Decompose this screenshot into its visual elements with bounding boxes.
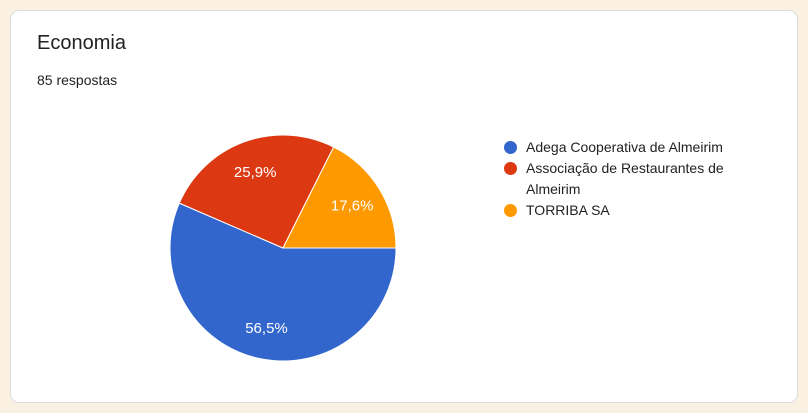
pie-slice-0[interactable]	[169, 202, 397, 362]
pie-slice-percentage-label-1: 25,9%	[234, 164, 277, 181]
chart-legend: Adega Cooperativa de Almeirim Associação …	[504, 137, 744, 221]
pie-slice-2[interactable]	[282, 146, 397, 249]
legend-label: TORRIBA SA	[526, 202, 610, 218]
question-title: Economia	[37, 32, 126, 54]
legend-color-dot	[504, 162, 517, 175]
legend-label: Adega Cooperativa de Almeirim	[526, 139, 723, 155]
legend-color-dot	[504, 204, 517, 217]
legend-color-dot	[504, 141, 517, 154]
pie-slice-percentage-label-0: 56,5%	[245, 320, 288, 337]
question-summary-card: Economia 85 respostas 56,5% 25,9% 17,6% Ad…	[10, 10, 798, 403]
pie-chart: 56,5% 25,9% 17,6%	[169, 134, 397, 362]
legend-item-1: Associação de Restaurantes de Almeirim	[504, 158, 744, 200]
pie-slice-percentage-label-2: 17,6%	[331, 198, 374, 215]
pie-slice-1[interactable]	[178, 134, 335, 249]
legend-item-2: TORRIBA SA	[504, 200, 744, 221]
response-count: 85 respostas	[37, 72, 118, 88]
legend-item-0: Adega Cooperativa de Almeirim	[504, 137, 744, 158]
legend-label: Associação de Restaurantes de Almeirim	[526, 160, 724, 197]
